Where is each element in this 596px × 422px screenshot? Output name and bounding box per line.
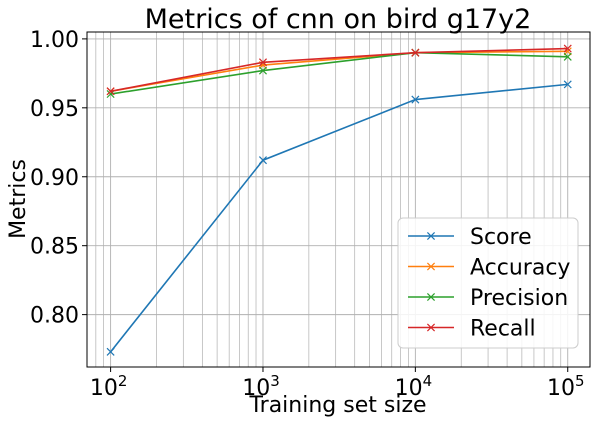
chart-title: Metrics of cnn on bird g17y2 bbox=[145, 4, 532, 35]
data-point-marker bbox=[563, 44, 572, 53]
data-point-marker bbox=[563, 52, 572, 61]
plot-frame bbox=[86, 31, 591, 368]
data-point-marker bbox=[106, 347, 115, 356]
series-layer bbox=[106, 44, 572, 356]
legend-label: Score bbox=[470, 225, 532, 250]
series-recall bbox=[106, 44, 572, 96]
y-axis-label: Metrics bbox=[6, 159, 31, 239]
data-point-marker bbox=[411, 48, 420, 57]
data-point-marker bbox=[258, 156, 268, 165]
legend-label: Precision bbox=[470, 286, 568, 311]
x-tick-label: 104 bbox=[395, 372, 433, 401]
legend-swatch-marker bbox=[426, 323, 436, 332]
data-point-marker bbox=[106, 87, 115, 96]
y-tick-label: 0.85 bbox=[30, 235, 79, 260]
x-tick-label: 105 bbox=[547, 372, 585, 401]
x-tick-label: 103 bbox=[242, 372, 280, 401]
data-point-marker bbox=[563, 80, 572, 89]
y-tick-label: 0.90 bbox=[30, 166, 79, 191]
legend-swatch-marker bbox=[426, 231, 436, 241]
series-score bbox=[106, 80, 572, 356]
legend: Score Accuracy Precision Recall bbox=[397, 217, 579, 349]
ticks: 0.80 0.85 0.90 0.95 1.00 102 103 104 105 bbox=[30, 28, 584, 401]
y-tick-label: 0.80 bbox=[30, 304, 79, 329]
series-line-accuracy bbox=[110, 50, 568, 93]
data-point-marker bbox=[258, 66, 268, 75]
series-line-score bbox=[109, 83, 568, 353]
x-tick-label: 102 bbox=[90, 372, 128, 401]
y-tick-label: 0.95 bbox=[30, 97, 79, 122]
legend-box bbox=[397, 217, 579, 349]
y-tick-label: 1.00 bbox=[30, 28, 79, 53]
series-line-recall bbox=[110, 47, 568, 93]
legend-swatch-marker bbox=[426, 292, 436, 302]
legend-label: Accuracy bbox=[470, 256, 570, 281]
data-point-marker bbox=[258, 58, 268, 67]
legend-label: Recall bbox=[470, 317, 536, 342]
data-point-marker bbox=[411, 95, 420, 104]
x-axis-label: Training set size bbox=[248, 393, 426, 418]
series-line-precision bbox=[110, 51, 568, 95]
legend-swatch-marker bbox=[426, 262, 436, 271]
